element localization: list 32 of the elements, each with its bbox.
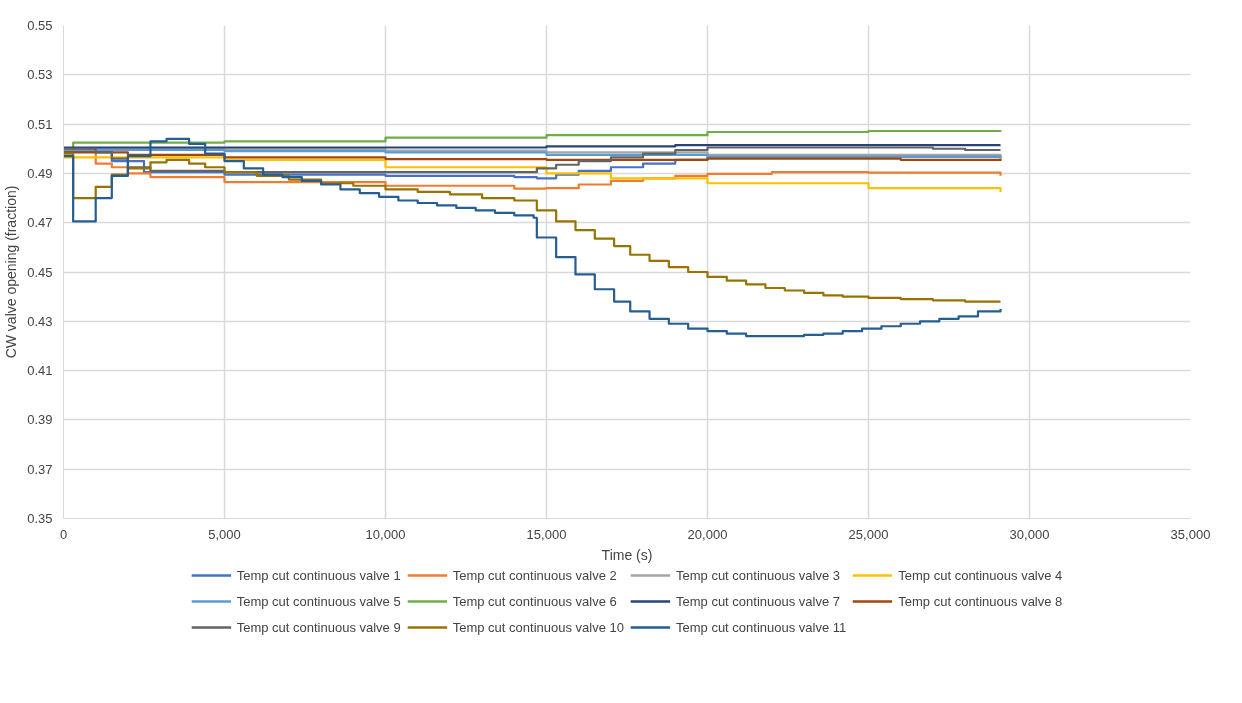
x-tick-label: 30,000 <box>1009 526 1050 542</box>
legend-label: Temp cut continuous valve 1 <box>236 567 401 583</box>
legend-label: Temp cut continuous valve 5 <box>236 593 401 609</box>
legend-label: Temp cut continuous valve 7 <box>675 593 841 609</box>
legend-label: Temp cut continuous valve 11 <box>675 619 847 635</box>
legend-label: Temp cut continuous valve 10 <box>452 619 624 635</box>
y-tick-label: 0.39 <box>27 412 53 428</box>
y-tick-label: 0.43 <box>27 313 53 329</box>
legend-label: Temp cut continuous valve 4 <box>898 567 1063 583</box>
legend-label: Temp cut continuous valve 8 <box>898 593 1063 609</box>
x-tick-label: 5,000 <box>208 526 241 542</box>
x-tick-label: 25,000 <box>848 526 889 542</box>
legend-label: Temp cut continuous valve 6 <box>452 593 617 609</box>
y-tick-label: 0.53 <box>27 67 53 83</box>
y-tick-label: 0.45 <box>27 264 53 280</box>
legend-label: Temp cut continuous valve 3 <box>675 567 841 583</box>
y-tick-label: 0.55 <box>27 18 53 33</box>
y-axis-title: CW valve opening (fraction) <box>3 185 20 359</box>
y-tick-label: 0.37 <box>27 461 53 477</box>
legend-label: Temp cut continuous valve 2 <box>452 567 617 583</box>
y-tick-label: 0.35 <box>27 511 53 526</box>
legend-label: Temp cut continuous valve 9 <box>236 619 401 635</box>
y-tick-label: 0.41 <box>27 363 53 379</box>
x-tick-label: 35,000 <box>1170 526 1211 542</box>
x-tick-label: 20,000 <box>687 526 728 542</box>
x-tick-label: 0 <box>59 526 68 542</box>
y-tick-label: 0.49 <box>27 165 53 181</box>
x-axis-title: Time (s) <box>601 546 653 563</box>
y-tick-label: 0.51 <box>27 116 53 132</box>
y-tick-label: 0.47 <box>27 215 53 231</box>
x-tick-label: 15,000 <box>526 526 567 542</box>
x-tick-label: 10,000 <box>365 526 406 542</box>
